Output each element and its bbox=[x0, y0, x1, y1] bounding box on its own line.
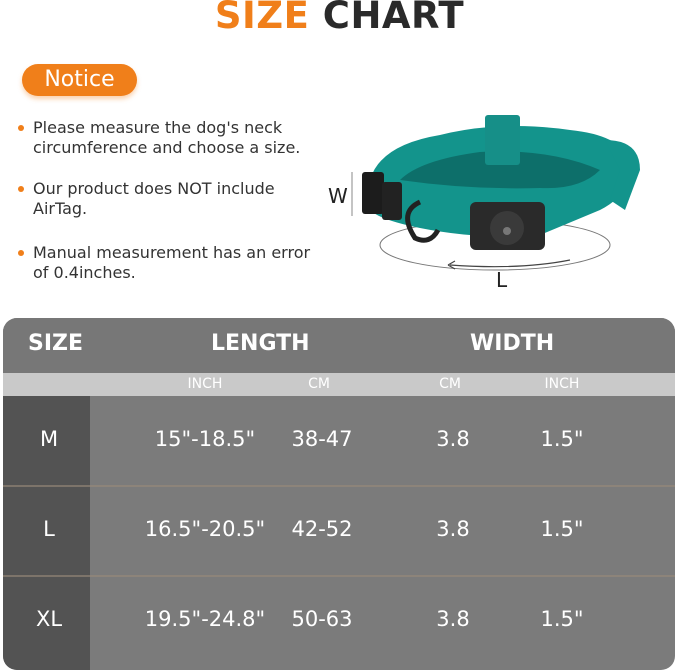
row-divider bbox=[3, 575, 675, 577]
subheader-width-inch: INCH bbox=[544, 376, 580, 392]
bullet-text: AirTag. bbox=[33, 199, 88, 218]
cell-length-inch: 16.5"-20.5" bbox=[144, 517, 266, 541]
subheader-width-cm: CM bbox=[439, 376, 461, 392]
cell-length-cm: 42-52 bbox=[291, 517, 353, 541]
row-divider bbox=[3, 485, 675, 487]
bullet-text: Manual measurement has an error bbox=[33, 243, 311, 262]
paw-icon bbox=[503, 227, 511, 235]
size-column bbox=[3, 396, 90, 670]
cell-width-cm: 3.8 bbox=[436, 427, 470, 451]
table-row: L 16.5"-20.5" 42-52 3.8 1.5" bbox=[3, 486, 675, 576]
cell-length-inch: 15"-18.5" bbox=[154, 427, 256, 451]
cell-size: M bbox=[39, 427, 59, 451]
subheader-length-cm: CM bbox=[308, 376, 330, 392]
table-subheader: INCH CM CM INCH bbox=[3, 373, 675, 396]
table-header: SIZE LENGTH WIDTH bbox=[3, 318, 675, 373]
bullet-text: of 0.4inches. bbox=[33, 263, 136, 282]
cell-width-inch: 1.5" bbox=[540, 427, 584, 451]
title-chart: CHART bbox=[322, 0, 465, 37]
cell-length-cm: 50-63 bbox=[291, 607, 353, 631]
cell-width-cm: 3.8 bbox=[436, 517, 470, 541]
notice-bullet: Manual measurement has an error of 0.4in… bbox=[18, 243, 338, 283]
subheader-length-inch: INCH bbox=[187, 376, 223, 392]
header-width: WIDTH bbox=[470, 331, 555, 356]
cell-width-cm: 3.8 bbox=[436, 607, 470, 631]
collar-image: W L bbox=[328, 115, 640, 292]
cell-width-inch: 1.5" bbox=[540, 607, 584, 631]
title-size: SIZE bbox=[214, 0, 310, 37]
size-table: SIZE LENGTH WIDTH INCH CM CM INCH M 15"-… bbox=[3, 318, 675, 670]
bullet-text: Please measure the dog's neck bbox=[33, 118, 283, 137]
header-size: SIZE bbox=[28, 331, 84, 356]
notice-badge: Notice bbox=[22, 64, 137, 96]
bullet-text: circumference and choose a size. bbox=[33, 138, 301, 157]
cell-size: L bbox=[43, 517, 55, 541]
bullet-text: Our product does NOT include bbox=[33, 179, 275, 198]
cell-width-inch: 1.5" bbox=[540, 517, 584, 541]
width-label: W bbox=[328, 184, 348, 208]
bullet-dot-icon bbox=[18, 186, 24, 192]
cell-size: XL bbox=[35, 607, 63, 631]
notice-bullet: Our product does NOT include AirTag. bbox=[18, 179, 338, 219]
cell-length-cm: 38-47 bbox=[291, 427, 353, 451]
arrow-icon bbox=[447, 260, 456, 270]
buckle-icon bbox=[362, 172, 384, 214]
notice-bullet: Please measure the dog's neck circumfere… bbox=[18, 118, 338, 158]
table-row: M 15"-18.5" 38-47 3.8 1.5" bbox=[3, 396, 675, 486]
bullet-dot-icon bbox=[18, 250, 24, 256]
table-row: XL 19.5"-24.8" 50-63 3.8 1.5" bbox=[3, 576, 675, 666]
d-ring-icon bbox=[405, 199, 441, 243]
page-title: SIZE CHART bbox=[0, 0, 679, 37]
header-length: LENGTH bbox=[211, 331, 310, 356]
length-label: L bbox=[496, 268, 508, 292]
cell-length-inch: 19.5"-24.8" bbox=[144, 607, 266, 631]
bullet-dot-icon bbox=[18, 125, 24, 131]
